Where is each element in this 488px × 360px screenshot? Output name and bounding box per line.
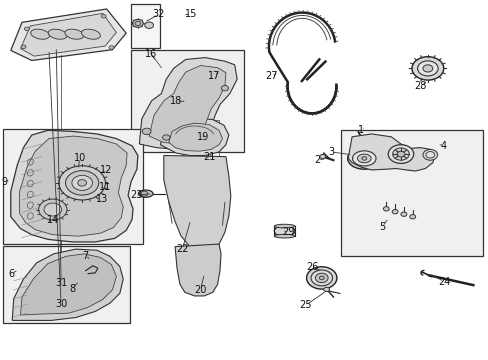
Ellipse shape [352, 151, 375, 166]
Polygon shape [175, 244, 221, 296]
Text: 32: 32 [152, 9, 165, 19]
Polygon shape [347, 134, 434, 171]
Text: 8: 8 [69, 284, 75, 294]
Ellipse shape [101, 14, 106, 18]
Ellipse shape [310, 270, 332, 286]
Ellipse shape [319, 154, 325, 159]
Bar [341, 130, 482, 256]
Ellipse shape [81, 29, 100, 39]
Text: 4: 4 [440, 141, 446, 151]
Ellipse shape [361, 157, 366, 160]
Bar [183, 120, 219, 158]
Ellipse shape [142, 128, 151, 135]
Ellipse shape [48, 29, 67, 39]
Ellipse shape [44, 203, 61, 216]
Ellipse shape [411, 57, 443, 80]
Ellipse shape [141, 191, 147, 196]
Ellipse shape [65, 171, 99, 195]
Ellipse shape [24, 27, 29, 31]
Text: 16: 16 [144, 49, 157, 59]
Ellipse shape [425, 152, 434, 158]
Text: 13: 13 [95, 194, 108, 204]
Ellipse shape [383, 207, 388, 211]
Text: 18: 18 [169, 96, 182, 106]
Polygon shape [139, 58, 237, 149]
Text: 21: 21 [203, 152, 215, 162]
Polygon shape [163, 156, 230, 250]
Ellipse shape [109, 46, 114, 49]
Text: 19: 19 [196, 132, 209, 142]
Ellipse shape [59, 166, 105, 200]
Ellipse shape [72, 175, 92, 190]
Text: 12: 12 [100, 165, 113, 175]
Ellipse shape [135, 21, 141, 26]
Text: 28: 28 [413, 81, 426, 91]
Text: 3: 3 [327, 147, 333, 157]
Ellipse shape [39, 199, 67, 220]
Ellipse shape [274, 224, 294, 228]
Text: 17: 17 [207, 71, 220, 81]
Ellipse shape [422, 65, 432, 72]
Polygon shape [12, 249, 123, 320]
Text: 26: 26 [305, 262, 318, 272]
Ellipse shape [409, 215, 415, 219]
Text: 29: 29 [282, 227, 294, 237]
Text: 15: 15 [184, 9, 197, 19]
Polygon shape [20, 13, 116, 56]
Ellipse shape [274, 226, 294, 237]
Text: 6: 6 [8, 269, 14, 279]
Ellipse shape [391, 210, 397, 214]
Ellipse shape [306, 267, 336, 289]
Text: 2: 2 [314, 155, 320, 165]
Text: 9: 9 [2, 177, 8, 187]
Text: 24: 24 [437, 276, 449, 287]
Polygon shape [20, 254, 116, 315]
Ellipse shape [132, 19, 143, 27]
Text: 25: 25 [299, 300, 311, 310]
Ellipse shape [65, 29, 83, 39]
Text: 20: 20 [194, 285, 206, 295]
Ellipse shape [78, 180, 86, 186]
Ellipse shape [387, 145, 413, 163]
Text: 14: 14 [46, 215, 59, 225]
Ellipse shape [144, 22, 153, 28]
Text: 27: 27 [264, 71, 277, 81]
Polygon shape [20, 136, 127, 236]
Bar [130, 4, 160, 48]
Ellipse shape [400, 212, 406, 216]
Text: 1: 1 [357, 125, 363, 135]
Bar [3, 246, 129, 323]
Text: 7: 7 [82, 251, 88, 261]
Polygon shape [149, 66, 225, 144]
Ellipse shape [422, 149, 437, 160]
Text: 5: 5 [379, 222, 385, 232]
Ellipse shape [417, 61, 437, 76]
Polygon shape [168, 123, 222, 151]
Ellipse shape [319, 276, 324, 280]
Text: 30: 30 [55, 299, 67, 309]
Ellipse shape [274, 234, 294, 238]
Ellipse shape [31, 29, 49, 39]
Ellipse shape [162, 135, 170, 140]
Ellipse shape [396, 151, 404, 157]
Ellipse shape [221, 85, 228, 91]
Text: 23: 23 [129, 190, 142, 200]
Ellipse shape [138, 190, 153, 197]
Ellipse shape [357, 154, 370, 163]
Ellipse shape [392, 148, 408, 160]
Ellipse shape [347, 148, 380, 169]
Text: 22: 22 [176, 244, 188, 254]
Polygon shape [160, 118, 228, 156]
Text: 10: 10 [73, 153, 86, 163]
Text: 11: 11 [99, 182, 111, 192]
Polygon shape [11, 130, 138, 242]
Ellipse shape [323, 287, 329, 292]
Polygon shape [11, 9, 126, 60]
Bar [131, 50, 243, 152]
Ellipse shape [315, 273, 327, 283]
Text: 31: 31 [55, 278, 67, 288]
Ellipse shape [21, 45, 26, 49]
Bar [3, 129, 142, 244]
